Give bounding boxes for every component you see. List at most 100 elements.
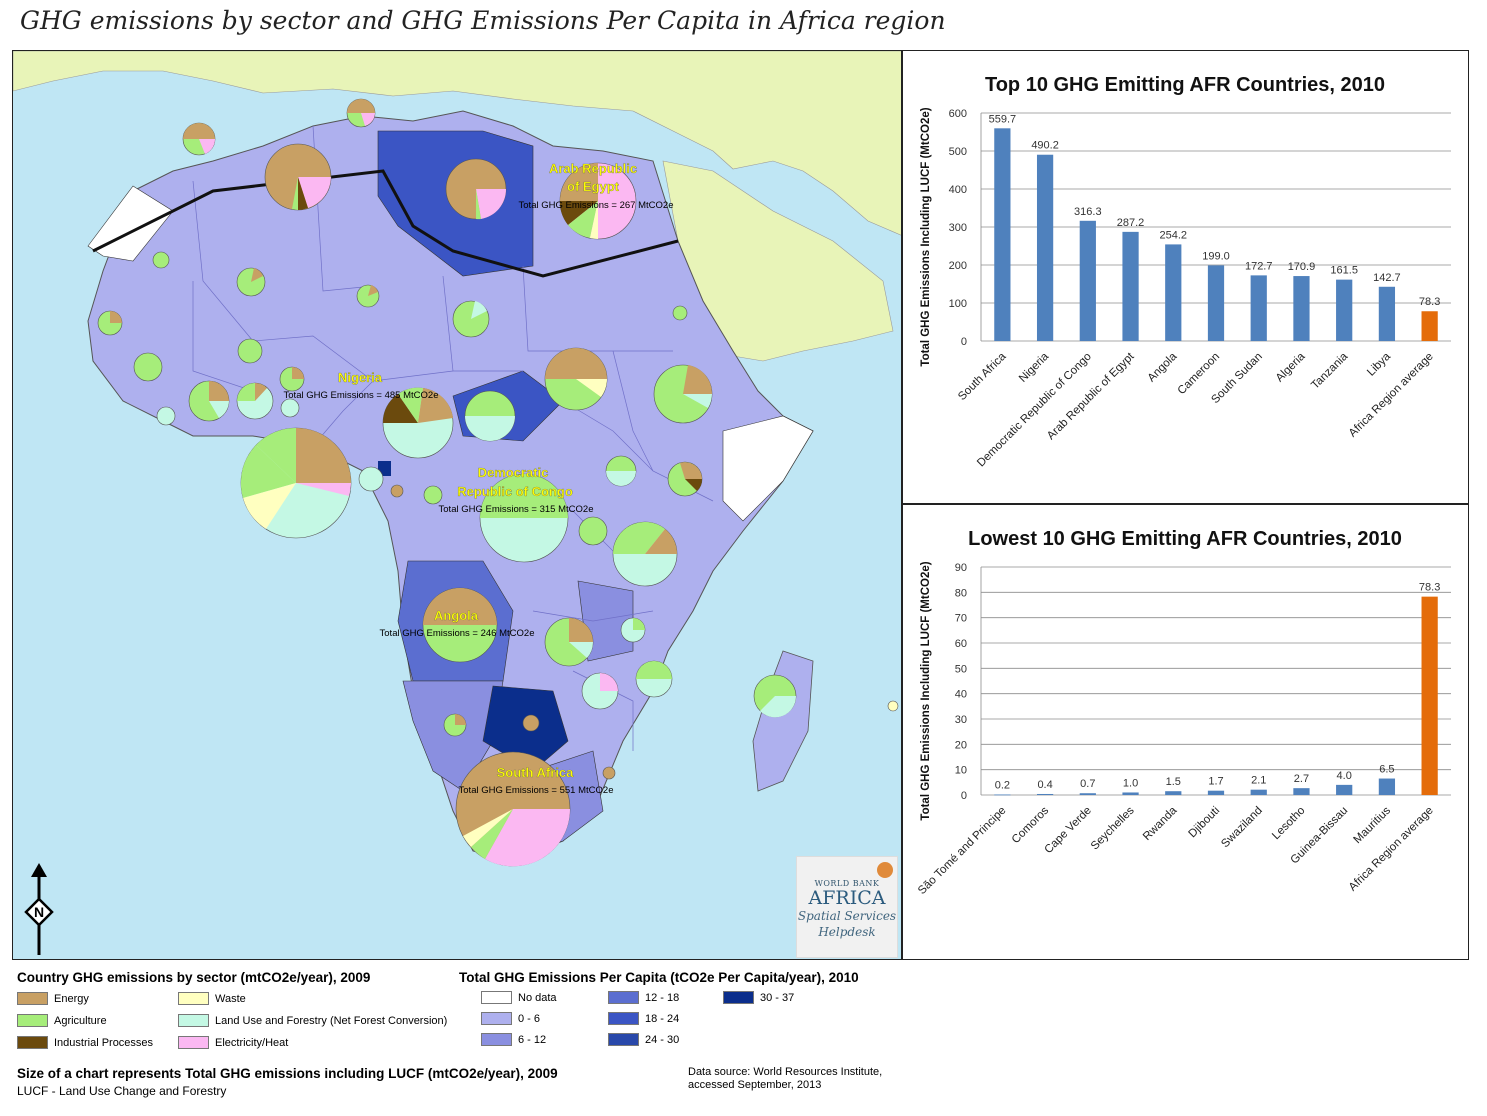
legend-item-30-37: 30 - 37: [723, 991, 794, 1004]
europe-asia-land: [13, 51, 901, 236]
y-tick-label: 0: [961, 790, 967, 802]
data-source: Data source: World Resources Institute, …: [688, 1066, 882, 1092]
bar: [1122, 231, 1139, 341]
bar: [1421, 311, 1438, 341]
swatch-industrial: [17, 1036, 48, 1049]
drc-total-label: Total GHG Emissions = 315 MtCO2e: [439, 504, 594, 515]
swatch-no-data: [481, 991, 512, 1004]
x-tick-label: Africa Region average: [1347, 351, 1436, 440]
y-tick-label: 20: [955, 739, 967, 751]
swatch-waste: [178, 992, 209, 1005]
angola-total-label: Total GHG Emissions = 246 MtCO2e: [380, 628, 535, 639]
swatch-energy: [17, 992, 48, 1005]
bar: [994, 128, 1011, 341]
drc-label-line1: Democratic: [478, 465, 549, 480]
data-label: 4.0: [1337, 770, 1352, 782]
y-tick-label: 600: [949, 108, 967, 120]
chart-title: Lowest 10 GHG Emitting AFR Countries, 20…: [968, 528, 1402, 550]
data-label: 161.5: [1330, 265, 1358, 277]
data-label: 1.0: [1123, 777, 1138, 789]
africa-map: Arab Republic of Egypt Total GHG Emissio…: [12, 50, 902, 960]
size-note: Size of a chart represents Total GHG emi…: [17, 1066, 558, 1081]
madagascar: [752, 650, 814, 792]
data-label: 2.7: [1294, 773, 1309, 785]
swatch-18-24: [608, 1012, 639, 1025]
y-tick-label: 40: [955, 689, 967, 701]
bar: [1293, 276, 1310, 341]
data-label: 2.1: [1251, 775, 1266, 787]
x-tick-label: Cameroon: [1176, 351, 1222, 397]
bar: [1421, 596, 1438, 795]
y-tick-label: 30: [955, 714, 967, 726]
north-arrow-icon: N: [24, 863, 54, 955]
y-tick-label: 200: [949, 260, 967, 272]
y-tick-label: 60: [955, 638, 967, 650]
y-tick-label: 400: [949, 184, 967, 196]
globe-icon: [877, 862, 893, 878]
swatch-electricity: [178, 1036, 209, 1049]
egypt-label-line2: of Egypt: [567, 179, 620, 194]
legend-item-18-24: 18 - 24: [608, 1012, 679, 1025]
chart-title: Top 10 GHG Emitting AFR Countries, 2010: [985, 74, 1385, 96]
legend-item-6-12: 6 - 12: [481, 1033, 546, 1046]
map-labels: Arab Republic of Egypt Total GHG Emissio…: [284, 161, 674, 796]
x-tick-label: Africa Region average: [1347, 805, 1436, 894]
angola-label: Angola: [434, 608, 479, 623]
y-tick-label: 0: [961, 336, 967, 348]
source-line1: Data source: World Resources Institute,: [688, 1066, 883, 1078]
x-tick-label: Rwanda: [1141, 804, 1180, 843]
legend-item-industrial: Industrial Processes: [17, 1036, 153, 1049]
swatch-0-6: [481, 1012, 512, 1025]
south-africa-total-label: Total GHG Emissions = 551 MtCO2e: [459, 785, 614, 796]
top10-chart-panel: Top 10 GHG Emitting AFR Countries, 2010 T…: [902, 50, 1469, 504]
data-label: 287.2: [1117, 217, 1145, 229]
bar: [1293, 788, 1310, 795]
x-tick-label: South Africa: [956, 350, 1009, 403]
data-label: 1.5: [1166, 776, 1181, 788]
y-tick-label: 90: [955, 562, 967, 574]
data-label: 0.7: [1080, 778, 1095, 790]
legend-item-agriculture: Agriculture: [17, 1014, 107, 1027]
y-tick-label: 300: [949, 222, 967, 234]
logo-line2: AFRICA: [808, 887, 886, 909]
data-label: 78.3: [1419, 582, 1440, 594]
legend-item-12-18: 12 - 18: [608, 991, 679, 1004]
bar: [1036, 154, 1054, 341]
data-label: 0.2: [995, 779, 1010, 791]
data-label: 0.4: [1037, 779, 1052, 791]
swatch-land-use: [178, 1014, 209, 1027]
data-label: 199.0: [1202, 250, 1230, 262]
legend-item-electricity: Electricity/Heat: [178, 1036, 288, 1049]
country-somalia: [722, 415, 814, 522]
lowest10-chart-panel: Lowest 10 GHG Emitting AFR Countries, 20…: [902, 504, 1469, 960]
data-label: 1.7: [1208, 776, 1223, 788]
bar: [1165, 244, 1182, 341]
bar: [1378, 778, 1396, 795]
bar: [1207, 790, 1225, 795]
y-axis-label: Total GHG Emissions Including LUCF (MtCO…: [920, 107, 932, 366]
swatch-agriculture: [17, 1014, 48, 1027]
north-arrow-label: N: [34, 904, 44, 920]
y-tick-label: 80: [955, 587, 967, 599]
x-tick-label: Angola: [1146, 350, 1180, 384]
y-tick-label: 50: [955, 663, 967, 675]
lucf-note: LUCF - Land Use Change and Forestry: [17, 1084, 227, 1098]
data-label: 316.3: [1074, 206, 1102, 218]
swatch-6-12: [481, 1033, 512, 1046]
swatch-24-30: [608, 1033, 639, 1046]
legend-item-waste: Waste: [178, 992, 246, 1005]
pie-charts: [97, 98, 797, 867]
y-tick-label: 500: [949, 146, 967, 158]
x-tick-label: Comoros: [1010, 804, 1052, 846]
y-tick-label: 70: [955, 613, 967, 625]
data-label: 78.3: [1419, 296, 1440, 308]
bar: [1079, 793, 1096, 795]
south-africa-label: South Africa: [497, 765, 575, 780]
data-label: 170.9: [1288, 261, 1316, 273]
egypt-label-line1: Arab Republic: [549, 161, 637, 176]
bar: [1250, 789, 1267, 795]
lowest10-chart: Lowest 10 GHG Emitting AFR Countries, 20…: [916, 528, 1451, 897]
source-line2: accessed September, 2013: [688, 1079, 822, 1091]
legend-item-0-6: 0 - 6: [481, 1012, 540, 1025]
data-label: 559.7: [989, 113, 1017, 125]
